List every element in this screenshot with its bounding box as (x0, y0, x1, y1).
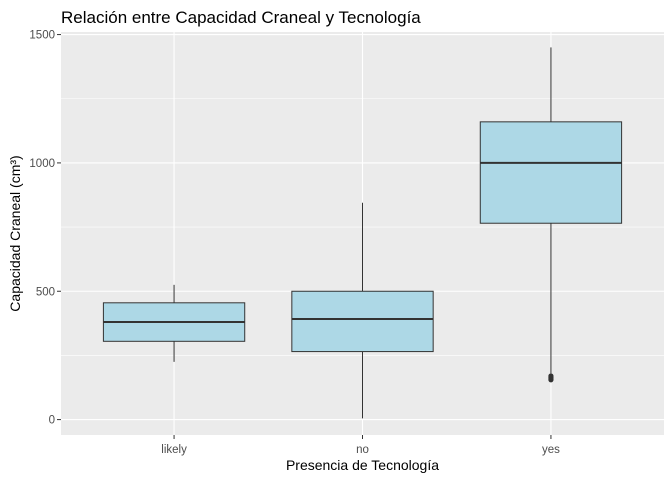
y-axis-title: Capacidad Craneal (cm³) (7, 155, 23, 311)
x-axis-title: Presencia de Tecnología (286, 457, 439, 473)
x-tick-label: likely (161, 444, 187, 456)
box-iqr (479, 121, 623, 224)
y-tick-label: 1500 (29, 30, 55, 42)
outlier-point (548, 373, 554, 379)
boxes-layer (102, 47, 623, 419)
x-tick-label: no (356, 444, 369, 456)
box-yes (479, 47, 623, 383)
y-axis: 0 500 1000 1500 (29, 30, 61, 427)
box-no (291, 202, 434, 419)
box-iqr (291, 290, 434, 353)
y-tick-label: 0 (49, 415, 55, 427)
y-tick-label: 1000 (29, 158, 55, 170)
x-tick-label: yes (542, 444, 560, 456)
x-axis: likely no yes (161, 435, 560, 456)
chart-title: Relación entre Capacidad Craneal y Tecno… (61, 8, 421, 27)
box-likely (102, 284, 246, 362)
y-tick-label: 500 (36, 286, 55, 298)
